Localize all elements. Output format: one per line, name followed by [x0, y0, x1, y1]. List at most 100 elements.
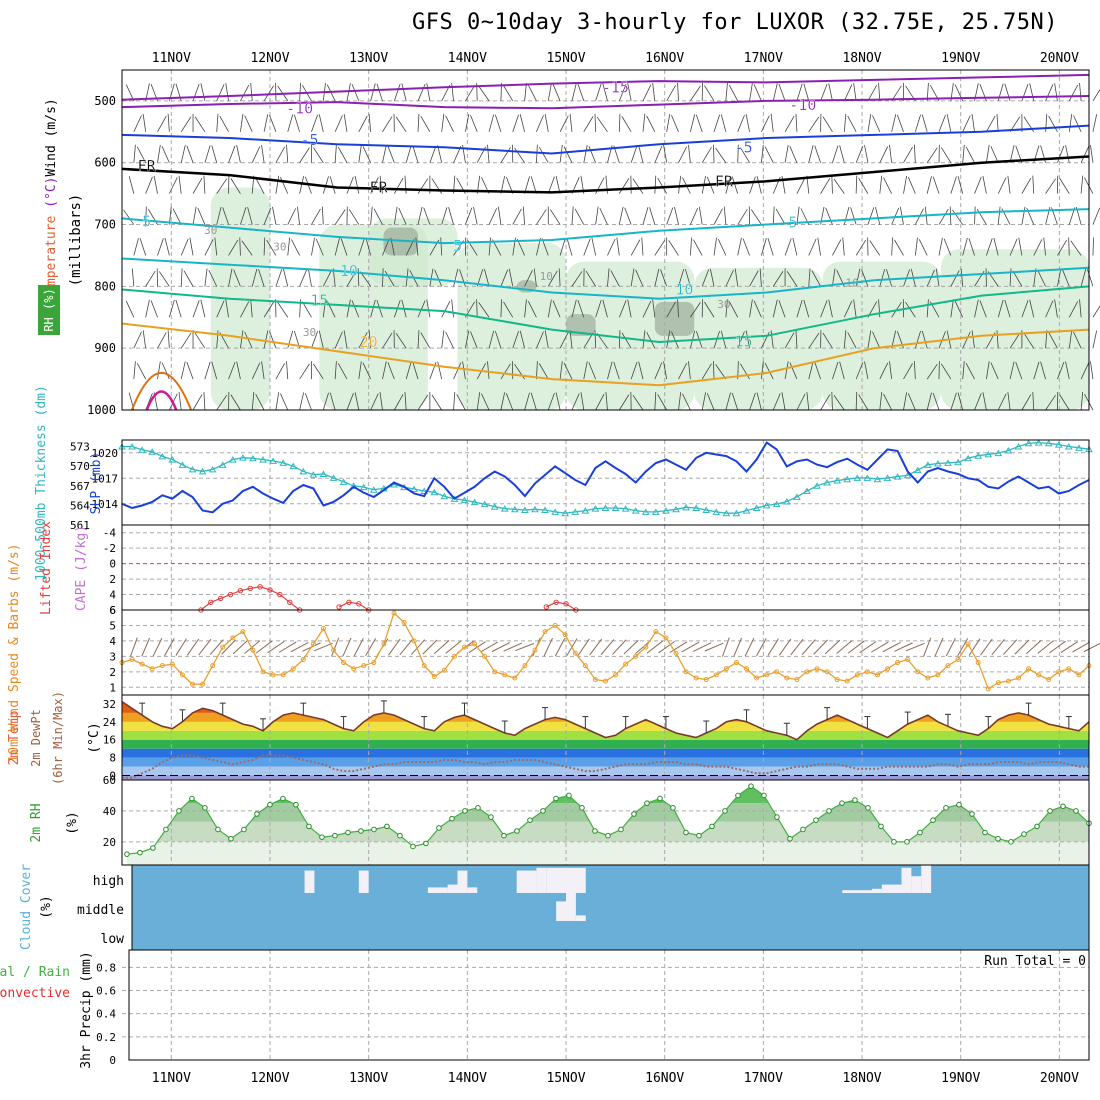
rh-marker — [878, 823, 884, 830]
cloud-background — [132, 865, 1089, 950]
wind-barb — [559, 331, 569, 349]
thickness-marker — [601, 504, 610, 511]
wind-barb — [784, 332, 795, 349]
wind-barb — [583, 238, 591, 256]
wind-speed-marker — [1066, 666, 1072, 672]
wind-barb — [370, 83, 376, 102]
wind-barb — [704, 301, 715, 318]
wind-barb — [864, 361, 869, 380]
wind-barb-10m — [480, 641, 498, 653]
wind-speed-marker — [915, 669, 921, 675]
contour-label: FR — [138, 157, 157, 175]
wind-barb — [571, 299, 577, 318]
wind-barb-10m — [646, 640, 664, 654]
wind-barb — [657, 177, 668, 194]
wind-barb — [1029, 299, 1035, 318]
wind-barb-10m — [152, 637, 163, 657]
wind-barb — [329, 176, 336, 194]
contour-label: 10 — [675, 280, 693, 298]
wind-barb — [429, 145, 437, 163]
thickness-marker — [994, 449, 1003, 457]
wind-barb — [1092, 330, 1098, 349]
contour-label: 5 — [142, 212, 151, 230]
wind-speed-marker — [935, 672, 941, 678]
wind-barb — [261, 144, 265, 163]
thickness-marker — [1064, 443, 1073, 450]
wind-barb — [1057, 145, 1065, 163]
wind-barb — [158, 271, 170, 287]
wind-barb — [618, 178, 630, 194]
wind-barb — [1045, 330, 1048, 349]
wind-barb — [761, 238, 767, 256]
wind-barb-10m — [1002, 639, 1018, 655]
wind-speed-marker — [220, 644, 226, 650]
wind-barb — [216, 113, 219, 132]
thickness-marker — [470, 498, 479, 506]
thickness-marker — [1004, 446, 1013, 454]
wind-barb — [666, 85, 677, 102]
wind-barb-10m — [290, 641, 309, 653]
rh-marker — [267, 801, 273, 808]
wind-barb — [831, 175, 833, 194]
wind-barb — [1057, 239, 1068, 256]
wind-barb — [646, 115, 656, 132]
wind-barb — [277, 302, 289, 318]
dewpoint-line — [122, 754, 1089, 779]
wind-barb — [434, 269, 443, 287]
precip-tick-label: 0.6 — [96, 985, 116, 998]
wind-barb-10m — [278, 641, 297, 653]
wind-barb-10m — [847, 640, 865, 654]
thickness-marker — [460, 496, 469, 504]
wind-barb — [756, 392, 762, 411]
wind-barb-10m — [399, 639, 413, 656]
rh-marker — [449, 815, 455, 822]
wind-barb — [1018, 237, 1023, 256]
wind-barb — [706, 393, 715, 411]
thickness-marker — [762, 501, 771, 509]
wind-barb — [749, 176, 756, 194]
wind-barb — [362, 362, 372, 380]
wind-barb — [216, 84, 225, 102]
wind-barb — [180, 268, 183, 287]
wind-barb — [251, 392, 255, 411]
wind-barb — [514, 147, 525, 163]
wind-barb — [879, 362, 889, 380]
rh-marker — [930, 817, 936, 823]
wind-barb-10m — [175, 638, 187, 656]
rh-marker — [501, 832, 507, 839]
lifted-index-marker — [346, 599, 352, 605]
thickness-marker — [923, 461, 932, 468]
wind-speed-marker — [673, 650, 679, 656]
wind-barb — [749, 270, 759, 287]
wind-barb — [172, 208, 182, 225]
wind-barb-10m — [870, 641, 889, 653]
wind-barb — [737, 209, 748, 225]
wind-barb — [544, 114, 549, 132]
wind-barb — [346, 299, 351, 318]
wind-barb-10m — [1072, 641, 1091, 653]
wind-speed-marker — [794, 677, 800, 683]
thickness-marker — [591, 505, 600, 512]
cloud-block-high — [427, 887, 448, 893]
wind-barb — [334, 209, 346, 225]
thickness-marker — [803, 487, 811, 494]
wind-barb — [204, 239, 214, 256]
wind-barb — [905, 301, 916, 318]
wind-barb — [547, 176, 555, 194]
wind-barb — [883, 393, 893, 411]
wind-barb — [839, 361, 845, 380]
rh-marker — [657, 795, 663, 802]
precip-tick-label: 0.2 — [96, 1031, 116, 1044]
wind-speed-marker — [603, 678, 608, 684]
temp-unit-label: (°C) — [87, 722, 102, 753]
wind-tick-label: 6 — [109, 604, 116, 617]
wind-barb — [580, 392, 585, 411]
wind-speed-marker — [1076, 672, 1082, 678]
temp-contour-20 — [121, 322, 1090, 387]
rh-marker — [852, 797, 858, 803]
wind-barb — [334, 331, 343, 349]
wind-barb — [547, 299, 552, 318]
wind-speed-marker — [310, 641, 316, 647]
wind-barb — [869, 240, 881, 256]
wind-barb — [168, 299, 175, 318]
